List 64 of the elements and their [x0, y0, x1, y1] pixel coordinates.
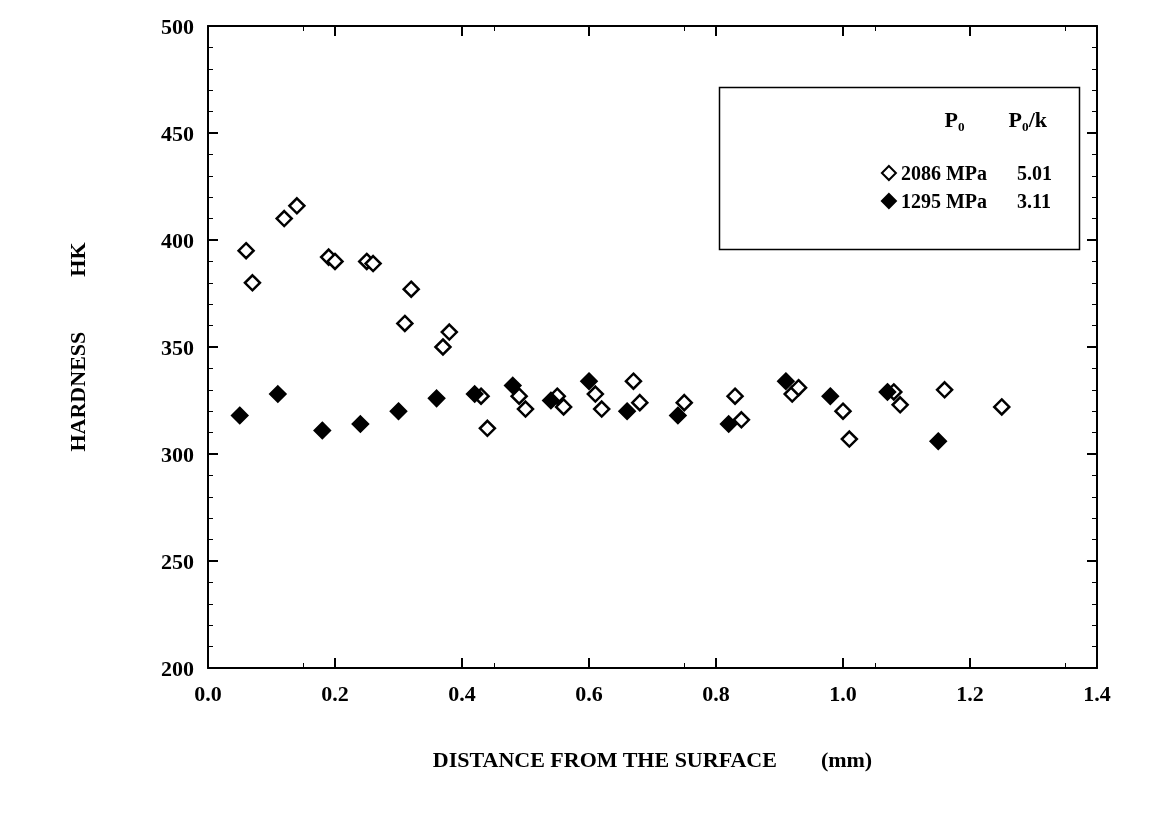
point [313, 421, 332, 440]
point [275, 209, 293, 228]
point [402, 280, 420, 298]
y-tick-label: 250 [161, 548, 194, 574]
point [478, 419, 497, 438]
point [351, 415, 370, 433]
point [326, 252, 344, 271]
point [231, 406, 249, 425]
x-tick-label: 1.2 [956, 680, 984, 706]
x-tick-label: 0.8 [702, 680, 730, 706]
point [243, 274, 262, 292]
point [719, 415, 738, 433]
y-axis-title: HARDNESS HK [64, 242, 90, 452]
point [675, 393, 693, 412]
y-tick-label: 300 [161, 441, 194, 467]
point [554, 398, 573, 416]
point [288, 197, 306, 215]
legend-title: P₀ P₀/k [944, 106, 1048, 132]
point [504, 376, 522, 395]
x-tick-label: 0.4 [448, 680, 476, 706]
x-tick-label: 1.4 [1083, 680, 1111, 706]
point [732, 411, 751, 429]
point [269, 385, 287, 403]
point [726, 387, 744, 405]
point [580, 372, 598, 390]
point [878, 383, 897, 401]
legend-label: 2086 MPa 5.01 [900, 162, 1052, 184]
point [624, 372, 643, 390]
point [834, 402, 852, 420]
point [389, 402, 408, 420]
x-tick-label: 0.6 [575, 680, 603, 706]
legend-label: 1295 MPa 3.11 [900, 190, 1051, 212]
point [993, 398, 1011, 416]
point [935, 381, 954, 399]
y-tick-label: 450 [161, 120, 194, 146]
point [237, 241, 255, 260]
y-tick-label: 400 [161, 227, 194, 253]
x-axis-title: DISTANCE FROM THE SURFACE (mm) [432, 746, 873, 772]
point [891, 396, 909, 414]
point [510, 387, 528, 405]
point [618, 402, 636, 420]
point [364, 254, 382, 273]
point [434, 338, 452, 356]
point [631, 393, 649, 412]
point [669, 406, 687, 425]
point [789, 378, 808, 397]
x-tick-label: 1.0 [829, 680, 857, 706]
y-tick-label: 500 [161, 13, 194, 39]
point [427, 389, 446, 408]
x-tick-label: 0.2 [321, 680, 349, 706]
point [440, 323, 459, 341]
point [542, 391, 560, 410]
x-tick-label: 0.0 [194, 680, 222, 706]
y-tick-label: 200 [161, 655, 194, 681]
y-tick-label: 350 [161, 334, 194, 360]
point [516, 400, 535, 418]
point [821, 387, 840, 405]
point [586, 385, 605, 403]
point [929, 432, 947, 450]
point [777, 372, 795, 390]
point [465, 385, 484, 403]
point [396, 314, 414, 333]
point [592, 400, 611, 418]
point [840, 430, 859, 448]
